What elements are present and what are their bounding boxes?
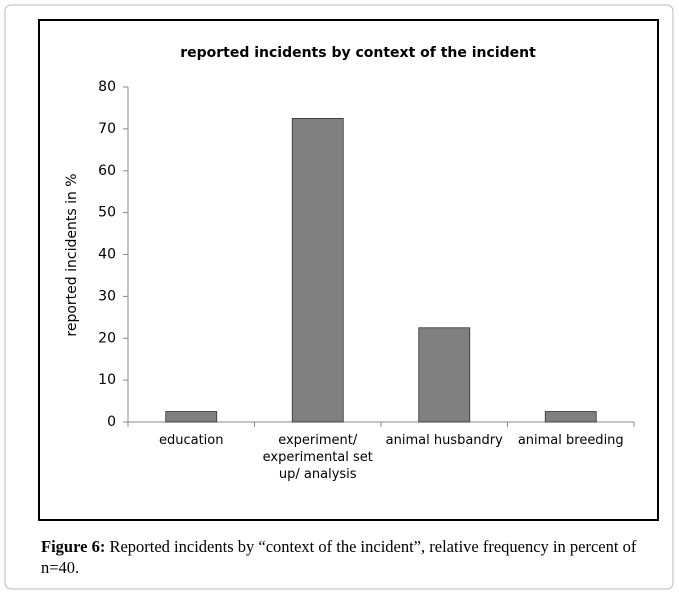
x-tick-label: animal husbandry (385, 433, 503, 448)
bar (291, 118, 344, 423)
y-tick-label: 70 (98, 121, 116, 137)
bar (165, 411, 218, 423)
y-tick-label: 30 (98, 288, 116, 304)
chart-frame (38, 19, 659, 521)
y-tick-label: 20 (98, 330, 116, 346)
y-tick-label: 60 (98, 163, 116, 179)
y-tick-label: 0 (107, 414, 116, 430)
caption-text: Reported incidents by “context of the in… (41, 537, 637, 577)
y-tick-label: 40 (98, 247, 116, 263)
x-tick-label: animal breeding (517, 433, 624, 448)
x-tick-label: education (158, 433, 224, 448)
y-tick-label: 50 (98, 205, 116, 221)
caption-label: Figure 6: (41, 537, 106, 556)
y-axis-label: reported incidents in % (64, 173, 80, 336)
x-tick-label: experiment/ experimental set up/ analysi… (262, 433, 373, 482)
bar (418, 327, 471, 423)
chart-title: reported incidents by context of the inc… (180, 45, 536, 61)
y-tick-label: 80 (98, 79, 116, 95)
bar (544, 411, 597, 423)
outer-frame (4, 4, 674, 590)
caption: Figure 6: Reported incidents by “context… (41, 536, 641, 578)
y-tick-label: 10 (98, 372, 116, 388)
